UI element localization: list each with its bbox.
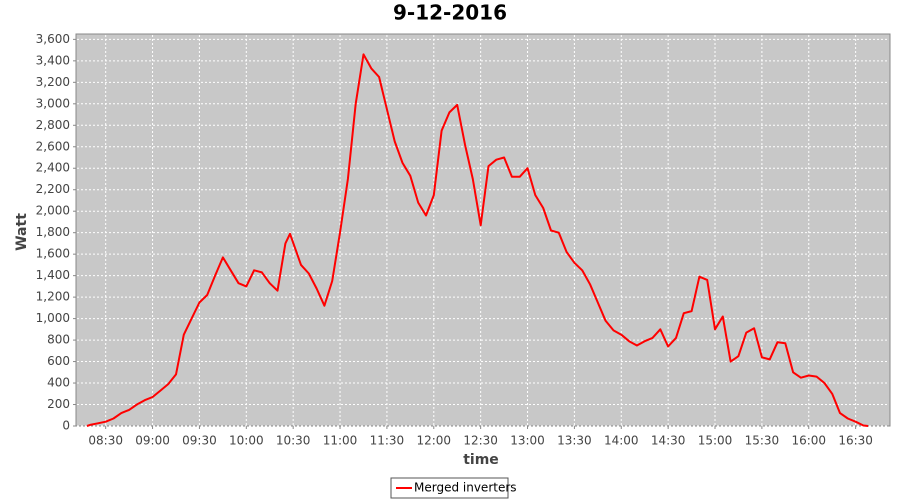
y-tick-label: 3,000 [36,96,70,110]
y-tick-label: 0 [62,419,70,433]
y-tick-label: 1,600 [36,247,70,261]
y-tick-label: 1,000 [36,311,70,325]
y-tick-label: 2,400 [36,161,70,175]
chart-title: 9-12-2016 [393,1,507,25]
plot-area [75,33,891,427]
y-tick-label: 800 [47,333,70,347]
x-tick-label: 16:00 [791,434,826,448]
x-tick-label: 11:30 [370,434,405,448]
x-tick-label: 10:00 [229,434,264,448]
y-tick-label: 2,200 [36,182,70,196]
x-tick-label: 13:00 [510,434,545,448]
x-tick-label: 13:30 [557,434,592,448]
legend [390,477,509,499]
y-tick-label: 1,800 [36,225,70,239]
x-tick-label: 16:30 [838,434,873,448]
x-tick-label: 12:30 [463,434,498,448]
x-tick-label: 11:00 [323,434,358,448]
x-tick-label: 15:30 [745,434,780,448]
x-tick-label: 09:30 [182,434,217,448]
data-line [86,53,869,427]
x-axis-label: time [463,452,499,468]
legend-label: Merged inverters [414,481,517,495]
y-tick-label: 1,400 [36,268,70,282]
y-tick-label: 3,400 [36,53,70,67]
y-tick-label: 3,600 [36,32,70,46]
x-tick-label: 10:30 [276,434,311,448]
y-tick-label: 2,000 [36,204,70,218]
y-tick-label: 2,800 [36,118,70,132]
y-tick-label: 600 [47,354,70,368]
x-tick-label: 09:00 [135,434,170,448]
y-tick-label: 2,600 [36,139,70,153]
x-tick-label: 12:00 [416,434,451,448]
y-tick-label: 3,200 [36,75,70,89]
x-tick-label: 08:30 [88,434,123,448]
y-axis-label: Watt [14,213,30,251]
y-tick-label: 200 [47,397,70,411]
y-tick-label: 400 [47,376,70,390]
x-tick-label: 14:00 [604,434,639,448]
x-tick-label: 15:00 [698,434,733,448]
x-tick-label: 14:30 [651,434,686,448]
y-tick-label: 1,200 [36,290,70,304]
